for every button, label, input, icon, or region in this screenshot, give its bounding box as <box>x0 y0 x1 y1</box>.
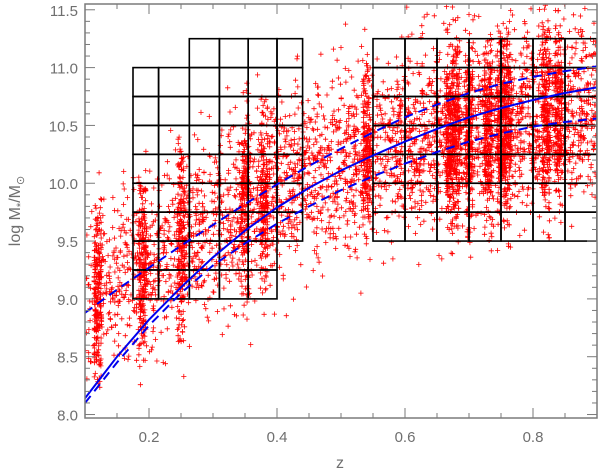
x-tick-label: 0.6 <box>395 429 416 446</box>
bin-grids <box>132 37 597 300</box>
y-tick-label: 9.5 <box>57 234 78 251</box>
y-tick-label: 9.0 <box>57 292 78 309</box>
fit-curves <box>85 65 597 404</box>
fit-curve-dashed-1 <box>85 65 597 314</box>
y-tick-label: 8.5 <box>57 350 78 367</box>
y-tick-label: 8.0 <box>57 408 78 425</box>
x-tick-label: 0.8 <box>523 429 544 446</box>
grid-cell-high-z <box>564 37 597 69</box>
y-tick-label: 10.5 <box>49 118 78 135</box>
y-tick-label: 10.0 <box>49 176 78 193</box>
y-tick-label: 11.5 <box>50 3 78 20</box>
axes <box>84 3 598 419</box>
x-axis-title: z <box>336 455 344 471</box>
x-tick-label: 0.2 <box>139 429 160 446</box>
x-tick-label: 0.4 <box>267 429 288 446</box>
y-tick-label: 11.0 <box>50 61 78 78</box>
fit-curve-solid-0 <box>85 86 597 399</box>
grid-cell-low-z <box>276 37 304 69</box>
fit-curve-dashed-2 <box>85 117 597 404</box>
y-axis-title: log M*/M⊙ <box>7 176 27 246</box>
tick-labels: 0.2 0.4 0.6 0.8 8.0 8.5 9.0 9.5 10.0 10.5 11.0 11.5 <box>49 3 544 446</box>
